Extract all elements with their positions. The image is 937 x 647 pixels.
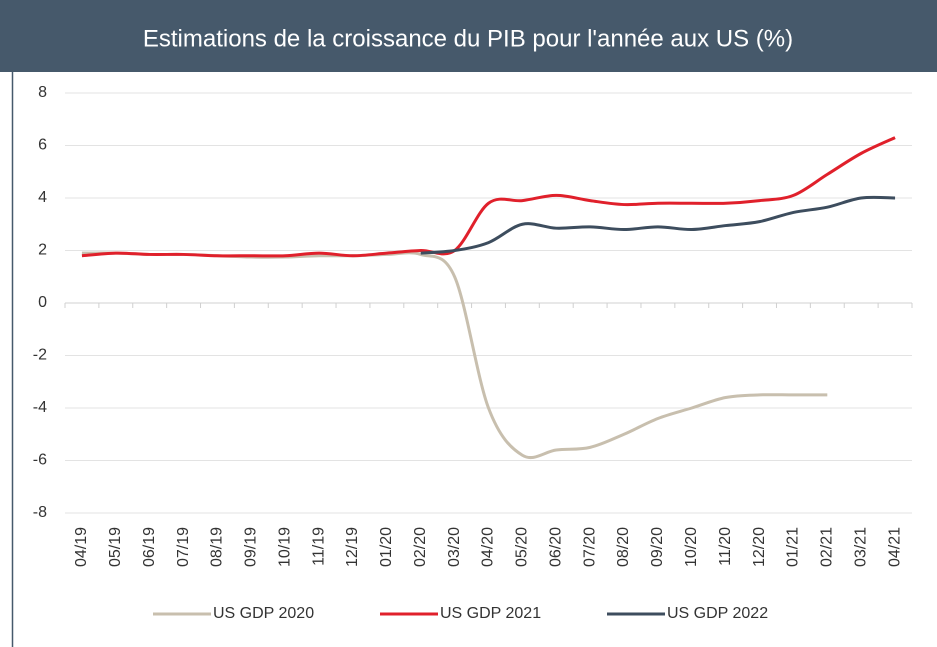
y-tick-label: 6 xyxy=(38,137,47,154)
x-tick-label: 06/19 xyxy=(141,527,158,567)
legend-label: US GDP 2022 xyxy=(667,605,768,622)
legend-item: US GDP 2020 xyxy=(153,605,314,622)
x-tick-label: 07/19 xyxy=(175,527,192,567)
x-tick-label: 11/20 xyxy=(717,527,734,566)
y-tick-label: -6 xyxy=(33,452,47,469)
x-tick-label: 07/20 xyxy=(581,527,598,567)
line xyxy=(420,195,896,255)
y-tick-label: -2 xyxy=(33,347,47,364)
title-bar xyxy=(0,0,937,72)
chart-title: Estimations de la croissance du PIB pour… xyxy=(143,25,793,52)
legend-item: US GDP 2021 xyxy=(380,605,541,622)
x-tick-label: 10/19 xyxy=(276,527,293,567)
line xyxy=(81,136,896,258)
x-tick-label: 03/21 xyxy=(852,527,869,567)
x-tick-label: 03/20 xyxy=(446,527,463,567)
x-tick-label: 06/20 xyxy=(547,527,564,567)
y-tick-label: -4 xyxy=(33,399,47,416)
x-tick-label: 01/21 xyxy=(785,527,802,567)
x-tick-label: 09/19 xyxy=(243,527,260,567)
legend-label: US GDP 2020 xyxy=(213,605,314,622)
x-tick-label: 12/19 xyxy=(344,527,361,567)
legend-label: US GDP 2021 xyxy=(440,605,541,622)
y-tick-label: -8 xyxy=(33,504,47,521)
x-tick-label: 04/20 xyxy=(480,527,497,567)
x-tick-label: 01/20 xyxy=(378,527,395,567)
x-tick-label: 02/20 xyxy=(412,527,429,567)
y-tick-label: 2 xyxy=(38,242,47,259)
y-tick-label: 4 xyxy=(38,189,47,206)
x-tick-label: 05/19 xyxy=(107,527,124,567)
x-tick-label: 08/19 xyxy=(209,527,226,567)
x-tick-label: 12/20 xyxy=(751,527,768,567)
x-tick-label: 02/21 xyxy=(819,527,836,567)
x-tick-label: 10/20 xyxy=(683,527,700,567)
y-tick-label: 8 xyxy=(38,84,47,101)
x-tick-label: 09/20 xyxy=(649,527,666,567)
x-tick-label: 05/20 xyxy=(514,527,531,567)
x-tick-label: 11/19 xyxy=(310,527,327,566)
x-tick-label: 08/20 xyxy=(615,527,632,567)
y-tick-label: 0 xyxy=(38,294,47,311)
x-tick-label: 04/21 xyxy=(886,527,903,567)
legend-item: US GDP 2022 xyxy=(607,605,768,622)
x-tick-label: 04/19 xyxy=(73,527,90,567)
